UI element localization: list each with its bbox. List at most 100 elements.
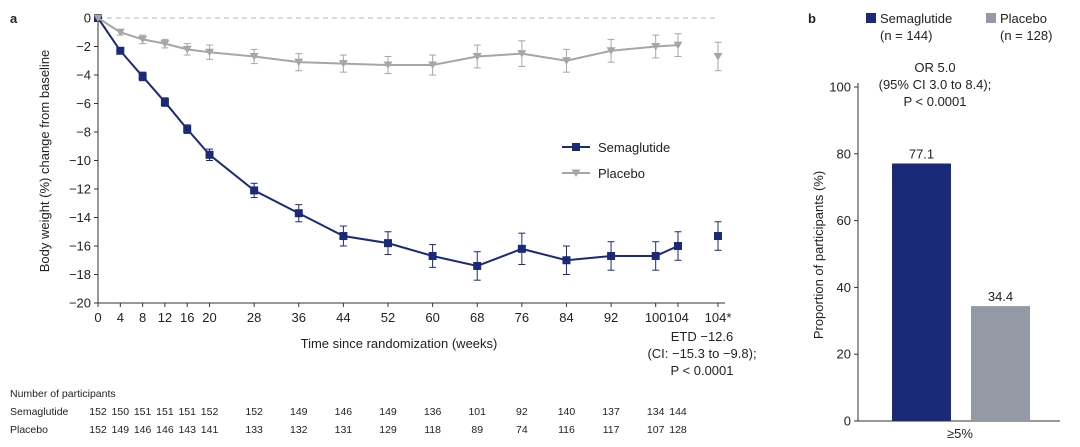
placebo-point xyxy=(428,61,438,70)
placebo-point xyxy=(383,61,393,70)
x-tick-label: 52 xyxy=(381,310,395,325)
semaglutide-point xyxy=(339,232,348,241)
b-y-tick-label: 40 xyxy=(837,280,851,295)
panel-a-xlabel: Time since randomization (weeks) xyxy=(301,336,498,351)
y-tick-label: −14 xyxy=(69,210,91,225)
placebo-point xyxy=(294,58,304,67)
participants-count: 132 xyxy=(290,424,308,436)
y-tick-label: −16 xyxy=(69,239,91,254)
b-y-tick-label: 80 xyxy=(837,146,851,161)
participants-count: 149 xyxy=(112,424,130,436)
semaglutide-point xyxy=(473,261,482,270)
y-tick-label: −2 xyxy=(76,39,91,54)
placebo-point xyxy=(115,28,125,37)
semaglutide-point xyxy=(674,242,682,250)
placebo-bar xyxy=(971,306,1030,421)
placebo-point xyxy=(205,48,215,57)
participants-count: 129 xyxy=(379,424,397,436)
participants-count: 101 xyxy=(468,406,486,418)
participants-count: 149 xyxy=(379,406,397,418)
x-tick-label: 92 xyxy=(604,310,618,325)
participants-count: 146 xyxy=(156,424,174,436)
x-tick-label: 0 xyxy=(94,310,101,325)
x-tick-label: 68 xyxy=(470,310,484,325)
x-tick-label: 76 xyxy=(515,310,529,325)
semaglutide-point xyxy=(428,251,437,260)
participants-row-label-semaglutide: Semaglutide xyxy=(10,406,69,418)
y-tick-label: −10 xyxy=(69,153,91,168)
legend-b-placebo-n: (n = 128) xyxy=(1000,28,1052,43)
etd-annotation-line1: ETD −12.6 xyxy=(671,329,734,344)
y-tick-label: −18 xyxy=(69,267,91,282)
participants-count: 151 xyxy=(134,406,152,418)
legend-semaglutide-marker xyxy=(572,143,580,151)
semaglutide-point xyxy=(116,46,125,55)
y-tick-label: −6 xyxy=(76,96,91,111)
panel-b-category-label: ≥5% xyxy=(947,426,973,441)
legend-b-semaglutide-n: (n = 144) xyxy=(880,28,932,43)
participants-count: 117 xyxy=(603,424,620,436)
participants-count: 150 xyxy=(112,406,130,418)
y-tick-label: 0 xyxy=(84,11,91,26)
participants-count: 128 xyxy=(669,424,687,436)
y-tick-label: −4 xyxy=(76,68,91,83)
semaglutide-104star-point xyxy=(714,232,722,241)
participants-count: 116 xyxy=(558,424,575,436)
participants-count: 137 xyxy=(602,406,620,418)
placebo-bar-value: 34.4 xyxy=(988,289,1013,304)
participants-count: 107 xyxy=(647,424,665,436)
panel-a-label: a xyxy=(10,11,18,26)
participants-count: 92 xyxy=(516,406,528,418)
participants-count: 118 xyxy=(424,424,441,436)
x-tick-label: 4 xyxy=(117,310,124,325)
semaglutide-bar-value: 77.1 xyxy=(909,146,934,161)
placebo-point xyxy=(472,52,482,61)
participants-count: 152 xyxy=(201,406,219,418)
participants-count: 131 xyxy=(335,424,353,436)
x-tick-label: 28 xyxy=(247,310,261,325)
or-annotation-line2: (95% CI 3.0 to 8.4); xyxy=(879,77,992,92)
x-tick-label: 8 xyxy=(139,310,146,325)
x-tick-label: 60 xyxy=(425,310,439,325)
semaglutide-bar xyxy=(892,163,951,421)
placebo-point xyxy=(138,35,148,44)
legend-b-semaglutide-swatch xyxy=(866,13,876,23)
semaglutide-point xyxy=(294,209,303,218)
participants-count: 151 xyxy=(156,406,174,418)
participants-count: 149 xyxy=(290,406,308,418)
participants-count: 152 xyxy=(245,406,263,418)
y-tick-label: −20 xyxy=(69,296,91,311)
legend-b-placebo-label: Placebo xyxy=(1000,11,1047,26)
b-y-tick-label: 60 xyxy=(837,213,851,228)
semaglutide-point xyxy=(607,251,616,260)
semaglutide-point xyxy=(138,72,147,81)
b-y-tick-label: 0 xyxy=(844,414,851,429)
participants-count: 134 xyxy=(647,406,665,418)
semaglutide-point xyxy=(250,186,259,195)
placebo-point xyxy=(606,47,616,55)
placebo-point xyxy=(651,43,661,51)
semaglutide-point xyxy=(183,125,192,134)
participants-count: 152 xyxy=(89,406,107,418)
or-annotation-line3: P < 0.0001 xyxy=(903,94,966,109)
or-annotation-line1: OR 5.0 xyxy=(914,60,955,75)
panel-b-ylabel: Proportion of participants (%) xyxy=(811,171,826,339)
legend-semaglutide-label: Semaglutide xyxy=(598,140,670,155)
semaglutide-point xyxy=(651,251,660,260)
y-tick-label: −8 xyxy=(76,125,91,140)
participants-row-label-placebo: Placebo xyxy=(10,424,48,436)
placebo-point xyxy=(93,14,103,22)
etd-annotation-line2: (CI: −15.3 to −9.8); xyxy=(647,346,756,361)
participants-count: 143 xyxy=(178,424,196,436)
b-y-tick-label: 100 xyxy=(829,80,851,95)
semaglutide-point xyxy=(562,256,571,265)
etd-annotation-line3: P < 0.0001 xyxy=(670,363,733,378)
placebo-point xyxy=(561,57,571,65)
x-tick-label: 84 xyxy=(559,310,573,325)
participants-count: 151 xyxy=(178,406,196,418)
placebo-point xyxy=(338,60,348,68)
participants-count: 146 xyxy=(134,424,152,436)
placebo-104star-point xyxy=(713,52,723,61)
semaglutide-point xyxy=(517,244,526,253)
